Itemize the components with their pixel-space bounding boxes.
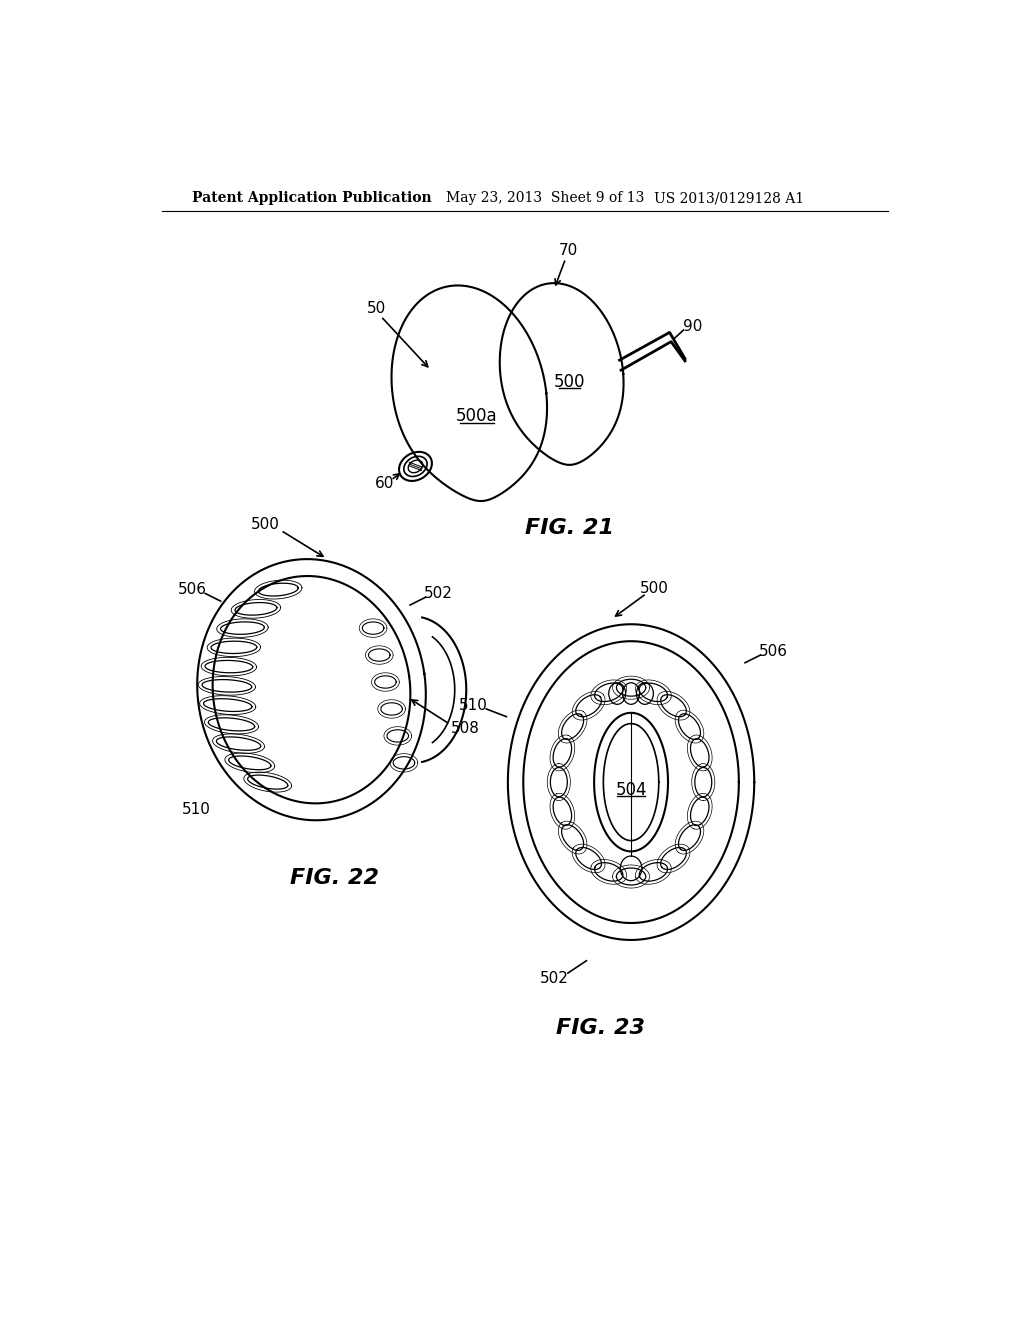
Text: 90: 90 — [683, 318, 702, 334]
Text: FIG. 22: FIG. 22 — [290, 869, 379, 888]
Text: 510: 510 — [459, 697, 487, 713]
Text: 500: 500 — [251, 516, 280, 532]
Text: 500a: 500a — [457, 408, 498, 425]
Text: US 2013/0129128 A1: US 2013/0129128 A1 — [654, 191, 804, 206]
Text: 504: 504 — [615, 781, 647, 799]
Text: 508: 508 — [452, 721, 480, 735]
Text: 506: 506 — [759, 644, 788, 659]
Text: May 23, 2013  Sheet 9 of 13: May 23, 2013 Sheet 9 of 13 — [446, 191, 645, 206]
Text: FIG. 21: FIG. 21 — [525, 517, 614, 539]
Text: 50: 50 — [368, 301, 387, 315]
Text: 60: 60 — [375, 475, 394, 491]
Text: Patent Application Publication: Patent Application Publication — [193, 191, 432, 206]
Text: 502: 502 — [424, 586, 453, 601]
Text: 500: 500 — [554, 372, 585, 391]
Text: FIG. 23: FIG. 23 — [556, 1019, 645, 1039]
Text: 502: 502 — [540, 972, 568, 986]
Text: 510: 510 — [181, 801, 211, 817]
Text: 506: 506 — [177, 582, 207, 597]
Text: 500: 500 — [640, 581, 669, 595]
Text: 70: 70 — [558, 243, 578, 259]
